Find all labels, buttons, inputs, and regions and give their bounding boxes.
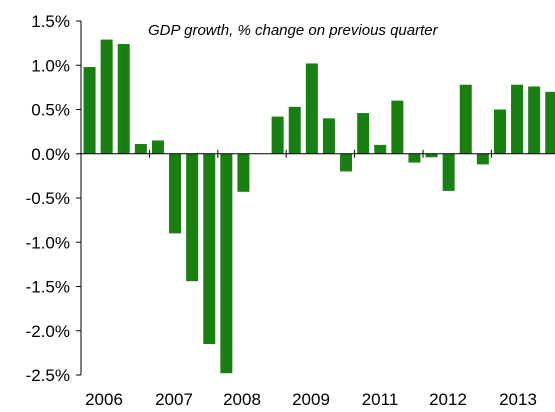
- bar: [528, 86, 541, 154]
- x-tick-label: 2011: [362, 390, 399, 409]
- bar: [186, 153, 199, 282]
- x-tick-label: 2012: [429, 390, 467, 409]
- chart-title: GDP growth, % change on previous quarter: [148, 22, 439, 39]
- bar: [220, 153, 233, 374]
- bar: [271, 116, 284, 154]
- y-tick-label: -1.0%: [26, 233, 70, 252]
- bar: [237, 153, 250, 192]
- bar: [408, 153, 421, 163]
- bar: [288, 106, 301, 154]
- y-tick-label: -0.5%: [26, 189, 70, 208]
- x-tick-labels: 2006 2007 2008 2009 2011 2012 2013: [85, 390, 537, 409]
- y-tick-label: 0.0%: [31, 145, 70, 164]
- bar: [203, 153, 216, 345]
- bar: [459, 84, 472, 154]
- y-tick-label: -2.5%: [26, 366, 70, 385]
- bar: [305, 63, 318, 154]
- x-tick-label: 2013: [499, 390, 537, 409]
- y-tick-label: 1.0%: [31, 56, 70, 75]
- bar: [83, 67, 96, 154]
- bar: [442, 153, 455, 191]
- bar: [374, 144, 387, 154]
- y-tick-labels: 1.5% 1.0% 0.5% 0.0% -0.5% -1.0% -1.5% -2.0% -2.5…: [26, 12, 70, 385]
- bar: [476, 153, 489, 165]
- bar: [391, 100, 404, 154]
- bar: [493, 109, 506, 154]
- bar: [117, 44, 130, 154]
- y-tick-label: 0.5%: [31, 101, 70, 120]
- x-tick-label: 2008: [223, 390, 261, 409]
- x-tick-label: 2006: [85, 390, 123, 409]
- bar: [357, 113, 370, 154]
- bar: [169, 153, 182, 234]
- y-tick-label: 1.5%: [31, 12, 70, 31]
- bar: [511, 84, 524, 154]
- bar: [340, 153, 353, 172]
- bar: [100, 39, 113, 154]
- axes-layer: [76, 20, 555, 376]
- bar: [322, 118, 335, 154]
- bars-layer: [83, 39, 555, 374]
- bar: [151, 140, 164, 154]
- y-tick-label: -2.0%: [26, 322, 70, 341]
- x-tick-label: 2007: [155, 390, 193, 409]
- y-tick-label: -1.5%: [26, 278, 70, 297]
- bar: [545, 91, 555, 154]
- bar: [134, 144, 147, 154]
- bar: [425, 153, 438, 158]
- x-tick-label: 2009: [292, 390, 330, 409]
